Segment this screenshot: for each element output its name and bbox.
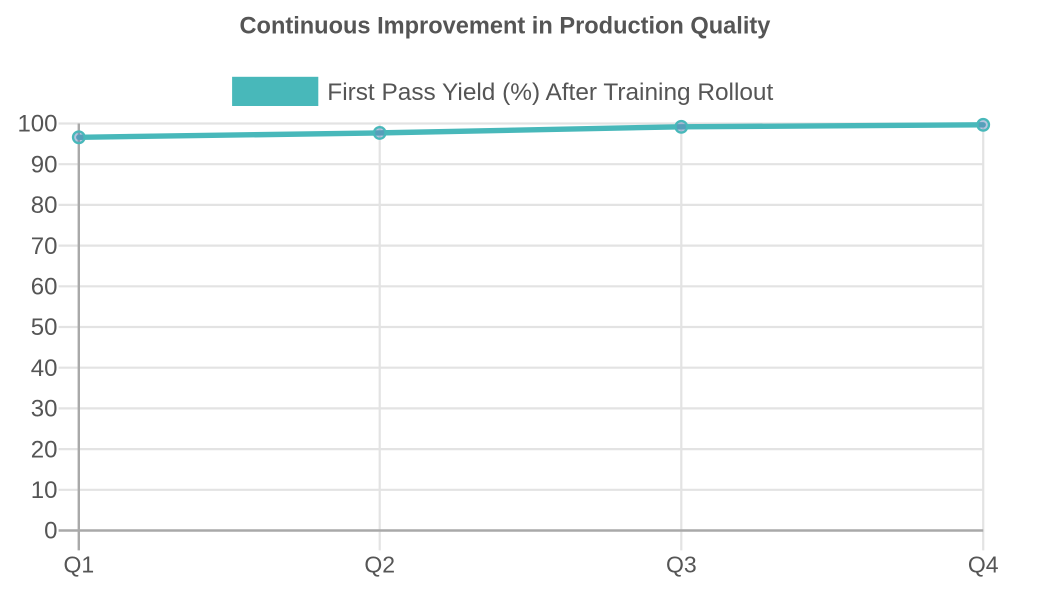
svg-text:0: 0 bbox=[44, 518, 57, 545]
svg-text:100: 100 bbox=[17, 111, 57, 138]
svg-text:70: 70 bbox=[31, 233, 58, 260]
svg-text:Q3: Q3 bbox=[666, 552, 697, 578]
svg-text:50: 50 bbox=[31, 314, 58, 341]
svg-text:20: 20 bbox=[31, 436, 58, 463]
svg-text:30: 30 bbox=[31, 396, 58, 423]
svg-text:First Pass Yield (%) After Tra: First Pass Yield (%) After Training Roll… bbox=[327, 79, 773, 106]
svg-text:Continuous Improvement in Prod: Continuous Improvement in Production Qua… bbox=[240, 13, 771, 39]
svg-text:60: 60 bbox=[31, 274, 58, 301]
svg-text:Q1: Q1 bbox=[63, 552, 94, 578]
svg-text:Q4: Q4 bbox=[968, 552, 999, 578]
svg-text:90: 90 bbox=[31, 151, 58, 178]
svg-text:80: 80 bbox=[31, 192, 58, 219]
svg-text:Q2: Q2 bbox=[364, 552, 395, 578]
svg-text:40: 40 bbox=[31, 355, 58, 382]
svg-text:10: 10 bbox=[31, 477, 58, 504]
